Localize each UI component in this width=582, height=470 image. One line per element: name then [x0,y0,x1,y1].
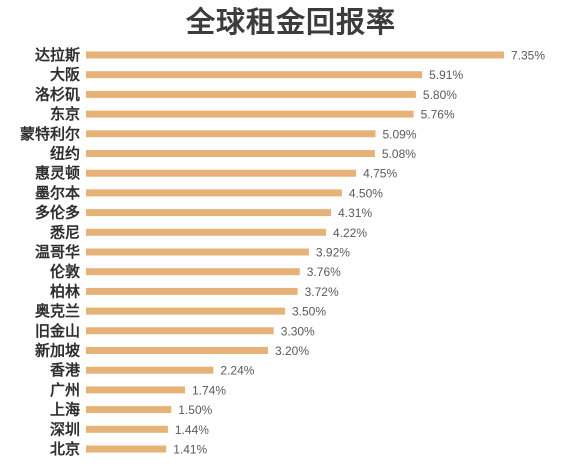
bar [86,228,326,236]
bar [86,366,214,374]
bar [86,406,172,414]
bar [86,209,332,217]
category-label: 旧金山 [35,322,80,340]
value-label: 5.76% [421,108,455,122]
bar [86,71,423,79]
category-label: 上海 [50,401,80,419]
value-label: 3.92% [316,246,350,260]
bar [86,169,357,177]
bar [86,110,414,118]
value-label: 3.20% [275,344,309,358]
value-label: 4.75% [363,167,397,181]
category-label: 香港 [50,361,81,379]
category-label: 柏林 [50,282,81,300]
value-label: 3.76% [307,265,341,279]
category-label: 达拉斯 [35,46,80,64]
value-label: 4.22% [333,226,367,240]
category-label: 悉尼 [49,223,80,241]
category-label: 奥克兰 [35,302,80,320]
category-label: 广州 [50,381,80,399]
value-label: 1.50% [178,403,212,417]
value-label: 3.50% [292,305,326,319]
category-label: 深圳 [50,420,80,438]
value-label: 3.30% [281,324,315,338]
value-label: 1.41% [173,443,207,457]
category-label: 新加坡 [35,342,80,360]
category-label: 北京 [50,440,80,458]
value-label: 1.44% [175,423,209,437]
bar [86,307,285,315]
bar [86,445,167,453]
bar [86,130,376,138]
bar [86,425,168,433]
value-label: 3.72% [305,285,339,299]
category-label: 惠灵顿 [35,164,80,182]
bar [86,248,309,256]
category-label: 蒙特利尔 [20,125,80,143]
value-label: 5.09% [383,127,417,141]
bar [86,347,268,354]
value-label: 5.80% [423,88,457,102]
category-label: 温哥华 [35,243,80,261]
chart-title: 全球租金回报率 [185,5,396,39]
category-label: 洛杉矶 [35,85,80,103]
category-label: 墨尔本 [35,184,80,202]
bar [86,327,274,335]
value-label: 2.24% [220,364,254,378]
category-label: 纽约 [50,145,80,163]
bar [86,386,185,394]
value-label: 4.50% [349,186,383,200]
category-label: 东京 [50,105,80,123]
category-label: 伦敦 [50,263,81,281]
value-label: 1.74% [192,383,226,397]
category-label: 大阪 [50,66,81,84]
bar [86,268,300,276]
bar [86,287,298,295]
category-label: 多伦多 [35,204,80,222]
value-label: 4.31% [338,206,372,220]
value-label: 5.08% [382,147,416,161]
bar [86,150,375,157]
value-label: 7.35% [511,49,545,63]
bar [86,189,342,197]
bar [86,51,504,59]
bar [86,90,416,98]
value-label: 5.91% [429,68,463,82]
